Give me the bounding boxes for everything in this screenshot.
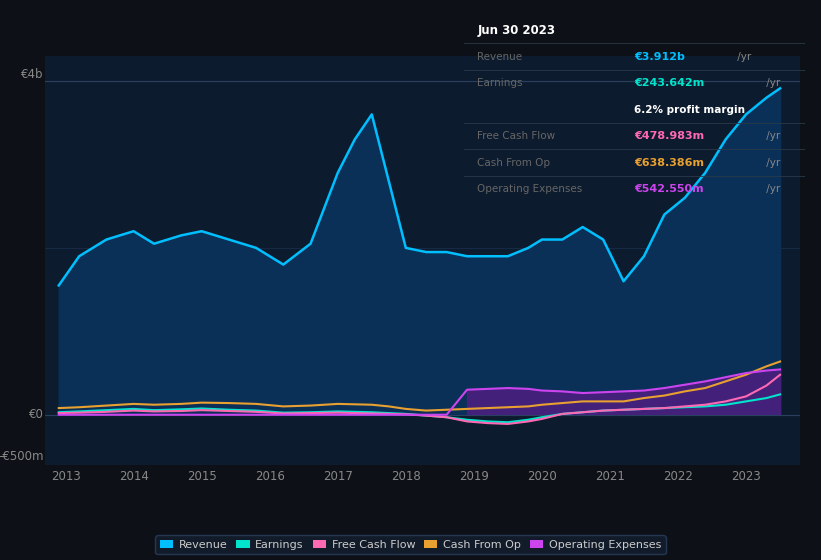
Text: €243.642m: €243.642m [635, 78, 704, 88]
Text: /yr: /yr [735, 52, 752, 62]
Text: €3.912b: €3.912b [635, 52, 685, 62]
Text: /yr: /yr [763, 184, 780, 194]
Text: Earnings: Earnings [478, 78, 523, 88]
Text: Revenue: Revenue [478, 52, 523, 62]
Legend: Revenue, Earnings, Free Cash Flow, Cash From Op, Operating Expenses: Revenue, Earnings, Free Cash Flow, Cash … [155, 535, 666, 554]
Text: 6.2% profit margin: 6.2% profit margin [635, 105, 745, 115]
Text: €4b: €4b [21, 68, 44, 81]
Text: €0: €0 [29, 408, 44, 421]
Text: €542.550m: €542.550m [635, 184, 704, 194]
Text: /yr: /yr [763, 157, 780, 167]
Text: €638.386m: €638.386m [635, 157, 704, 167]
Text: Free Cash Flow: Free Cash Flow [478, 131, 556, 141]
Text: /yr: /yr [763, 131, 780, 141]
Text: €478.983m: €478.983m [635, 131, 704, 141]
Text: Cash From Op: Cash From Op [478, 157, 551, 167]
Text: /yr: /yr [763, 78, 780, 88]
Text: Jun 30 2023: Jun 30 2023 [478, 24, 556, 36]
Text: Operating Expenses: Operating Expenses [478, 184, 583, 194]
Text: -€500m: -€500m [0, 450, 44, 463]
